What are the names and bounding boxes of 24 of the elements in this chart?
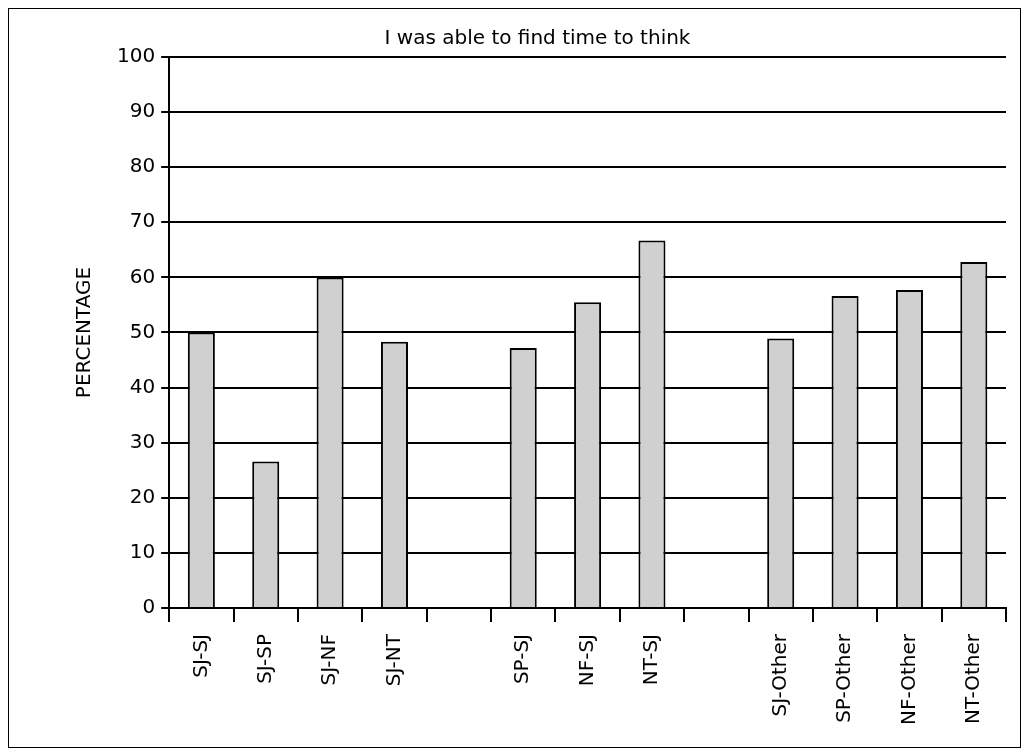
x-tick-label: SJ-SP [251,633,276,684]
x-tick-label: SJ-Other [766,633,791,717]
y-tick-label: 0 [142,594,156,619]
y-tick-label: 10 [129,539,156,564]
y-tick-label: 60 [129,263,156,288]
y-tick-label: 70 [129,208,156,233]
x-tick-label: SP-SJ [509,633,534,685]
x-tick-label: NT-SJ [638,633,663,686]
chart-title: I was able to find time to think [384,25,691,50]
y-tick-label: 80 [129,153,156,178]
x-tick-label: SJ-NF [316,633,341,686]
x-tick-label: SP-Other [831,633,856,723]
x-tick-label: NT-Other [960,633,985,724]
y-tick-label: 100 [116,43,156,68]
y-tick-label: 20 [129,483,156,508]
y-tick-label: 30 [129,428,156,453]
y-axis-title: PERCENTAGE [71,266,96,399]
y-tick-label: 40 [129,373,156,398]
x-tick-label: NF-SJ [573,633,598,687]
y-tick-label: 90 [129,98,156,123]
x-tick-label: SJ-NT [380,633,405,687]
x-tick-label: NF-Other [895,633,920,726]
x-tick-label: SJ-SJ [187,633,212,678]
y-tick-label: 50 [129,318,156,343]
